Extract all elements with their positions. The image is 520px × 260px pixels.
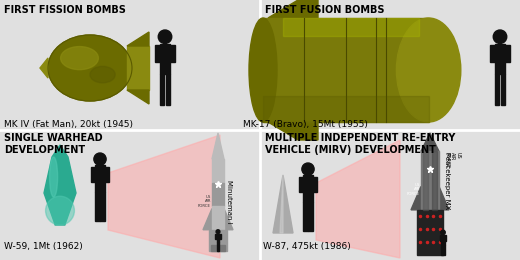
- Text: W-59, 1Mt (1962): W-59, 1Mt (1962): [4, 242, 83, 251]
- Ellipse shape: [396, 18, 461, 122]
- Polygon shape: [108, 135, 220, 258]
- Circle shape: [94, 153, 106, 165]
- Text: MK IV (Fat Man), 20kt (1945): MK IV (Fat Man), 20kt (1945): [4, 120, 133, 129]
- Bar: [417, 210, 443, 255]
- Bar: [423, 151, 428, 210]
- Polygon shape: [280, 175, 283, 233]
- Text: MK-17 (Bravo), 15Mt (1955): MK-17 (Bravo), 15Mt (1955): [242, 120, 368, 129]
- Bar: [218, 242, 219, 251]
- Bar: [501, 74, 505, 105]
- Bar: [495, 74, 500, 105]
- Text: MULTIPLE INDEPENDENT RE-ENTRY
VEHICLE (MIRV) DEVELOPMENT: MULTIPLE INDEPENDENT RE-ENTRY VEHICLE (M…: [265, 133, 456, 155]
- Bar: [283, 18, 419, 36]
- Polygon shape: [268, 0, 318, 18]
- Bar: [445, 235, 446, 241]
- Polygon shape: [203, 209, 212, 230]
- Polygon shape: [212, 133, 224, 159]
- Text: US
AIR
FORCE: US AIR FORCE: [407, 183, 420, 196]
- Polygon shape: [127, 90, 149, 104]
- Text: FIRST FUSION BOMBS: FIRST FUSION BOMBS: [265, 5, 384, 15]
- Polygon shape: [411, 186, 421, 210]
- Polygon shape: [44, 145, 76, 225]
- Polygon shape: [273, 175, 293, 233]
- Bar: [160, 43, 170, 74]
- Bar: [490, 45, 495, 62]
- Bar: [91, 167, 95, 181]
- Bar: [209, 230, 227, 251]
- Circle shape: [216, 230, 220, 233]
- Bar: [303, 175, 313, 203]
- Bar: [212, 206, 224, 230]
- Bar: [216, 233, 219, 242]
- Circle shape: [46, 196, 74, 225]
- Bar: [308, 203, 313, 231]
- Bar: [212, 183, 224, 206]
- Ellipse shape: [249, 18, 277, 122]
- Bar: [95, 192, 99, 221]
- Text: Minuteman I: Minuteman I: [226, 180, 232, 223]
- Polygon shape: [421, 133, 439, 151]
- Bar: [216, 242, 218, 251]
- Bar: [303, 203, 307, 231]
- Circle shape: [158, 30, 172, 43]
- Bar: [215, 234, 216, 239]
- Text: SINGLE WARHEAD
DEVELOPMENT: SINGLE WARHEAD DEVELOPMENT: [4, 133, 102, 155]
- Bar: [441, 245, 443, 255]
- Ellipse shape: [61, 47, 98, 70]
- Circle shape: [493, 30, 507, 43]
- Bar: [170, 45, 175, 62]
- Bar: [441, 235, 445, 245]
- Polygon shape: [127, 32, 149, 46]
- Bar: [421, 151, 439, 210]
- Ellipse shape: [49, 157, 58, 197]
- Ellipse shape: [48, 35, 132, 101]
- Circle shape: [441, 230, 445, 235]
- Bar: [165, 74, 170, 105]
- Ellipse shape: [90, 66, 115, 83]
- Bar: [443, 245, 445, 255]
- Bar: [263, 18, 428, 122]
- Bar: [432, 151, 437, 210]
- Bar: [127, 46, 149, 90]
- Polygon shape: [439, 186, 449, 210]
- Bar: [100, 192, 105, 221]
- Bar: [155, 45, 160, 62]
- Text: Peacekeeper MX: Peacekeeper MX: [444, 152, 450, 209]
- Polygon shape: [268, 122, 318, 140]
- Bar: [495, 43, 505, 74]
- Bar: [299, 177, 303, 192]
- Bar: [440, 235, 441, 241]
- Bar: [160, 74, 164, 105]
- Bar: [505, 45, 510, 62]
- Bar: [95, 165, 105, 192]
- Bar: [212, 159, 224, 183]
- Polygon shape: [316, 140, 400, 258]
- Bar: [263, 96, 428, 122]
- Polygon shape: [40, 58, 48, 78]
- Text: US
AIR
FORCE: US AIR FORCE: [198, 195, 211, 208]
- Bar: [313, 177, 317, 192]
- Bar: [105, 167, 109, 181]
- Bar: [219, 234, 221, 239]
- Text: US
AIR
FORCE: US AIR FORCE: [444, 152, 461, 168]
- Polygon shape: [224, 209, 233, 230]
- Text: W-87, 475kt (1986): W-87, 475kt (1986): [263, 242, 351, 251]
- Text: FIRST FISSION BOMBS: FIRST FISSION BOMBS: [4, 5, 126, 15]
- Bar: [211, 245, 225, 251]
- Circle shape: [302, 163, 314, 175]
